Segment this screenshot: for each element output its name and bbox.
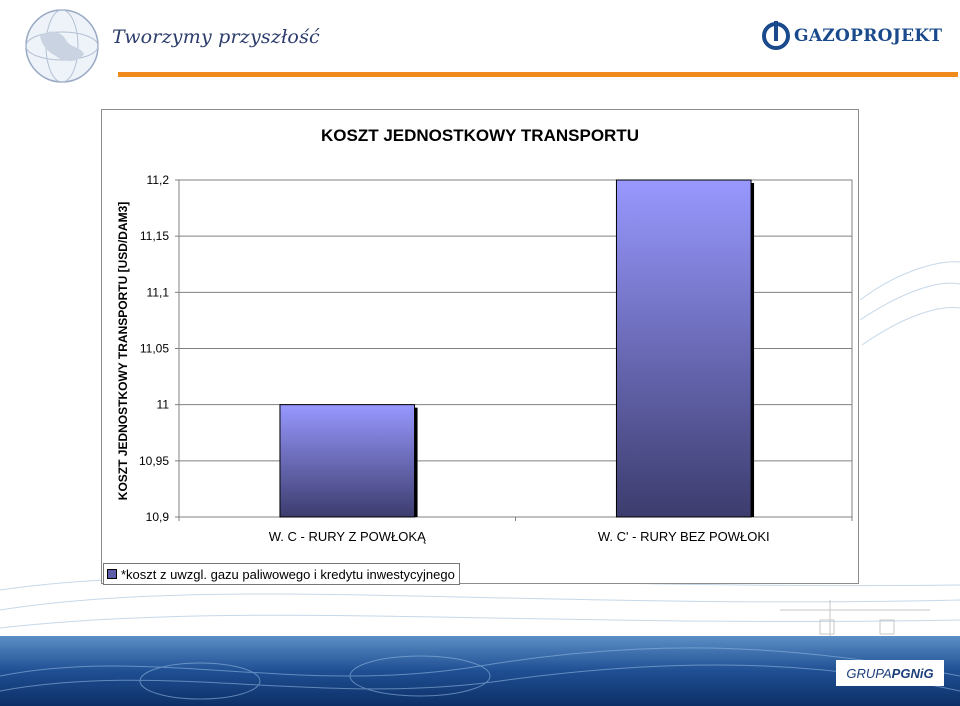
legend-label: *koszt z uwzgl. gazu paliwowego i kredyt… (121, 566, 455, 582)
gazoprojekt-mark-icon (762, 21, 790, 50)
gazoprojekt-logo: GAZOPROJEKT (762, 18, 942, 54)
y-tick-label: 10,95 (139, 454, 169, 468)
bar (615, 179, 752, 518)
orange-divider (118, 72, 958, 77)
footer-band (0, 636, 960, 706)
bar-chart: KOSZT JEDNOSTKOWY TRANSPORTU KOSZT JEDNO… (116, 126, 853, 544)
y-tick-label: 11,2 (147, 173, 170, 187)
chart-frame: KOSZT JEDNOSTKOWY TRANSPORTU KOSZT JEDNO… (101, 109, 859, 584)
header: Tworzymy przyszłość GAZOPROJEKT (0, 0, 960, 100)
legend-swatch (107, 569, 117, 579)
x-category-label: W. C - RURY Z POWŁOKĄ (269, 529, 426, 544)
globe-logo-icon (25, 9, 99, 83)
pgnig-prefix: GRUPA (846, 665, 892, 681)
y-tick-label: 11 (157, 398, 170, 412)
pgnig-brand: PGNiG (891, 665, 934, 681)
x-category-label: W. C' - RURY BEZ POWŁOKI (598, 529, 770, 544)
gazoprojekt-text: GAZOPROJEKT (794, 26, 943, 46)
y-tick-label: 11,05 (140, 342, 169, 356)
bar (279, 404, 416, 518)
chart-legend: *koszt z uwzgl. gazu paliwowego i kredyt… (103, 563, 460, 585)
pgnig-logo: GRUPA PGNiG (836, 660, 944, 686)
chart-title: KOSZT JEDNOSTKOWY TRANSPORTU (321, 126, 639, 145)
y-tick-label: 11,1 (147, 285, 170, 299)
y-tick-label: 10,9 (146, 510, 170, 524)
y-axis-label: KOSZT JEDNOSTKOWY TRANSPORTU [USD/DAM3] (116, 202, 130, 500)
tagline: Tworzymy przyszłość (112, 26, 320, 48)
y-tick-label: 11,15 (140, 229, 169, 243)
